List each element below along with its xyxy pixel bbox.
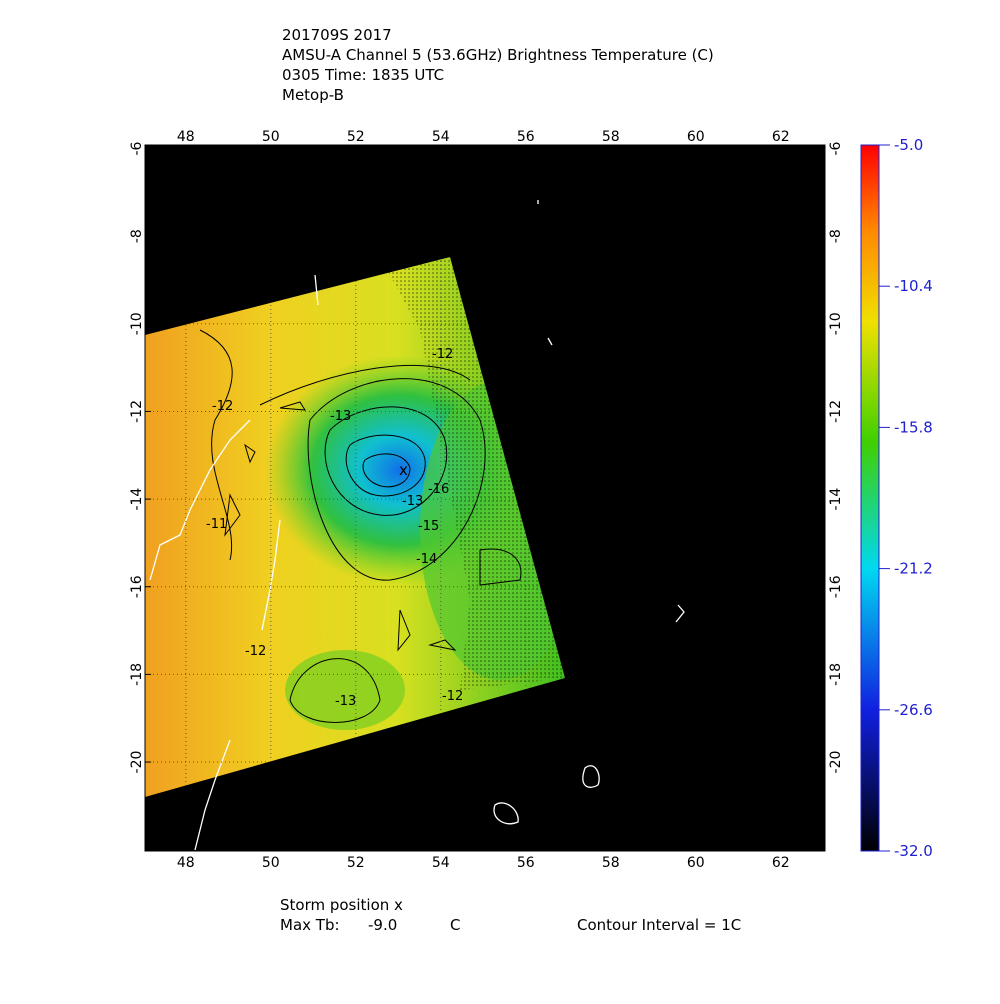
lon-tick-label: 58 <box>602 855 620 871</box>
lon-tick-label: 48 <box>177 855 195 871</box>
lat-tick-label: -14 <box>828 488 844 511</box>
lon-tick-label: 62 <box>772 129 790 145</box>
title-line: AMSU-A Channel 5 (53.6GHz) Brightness Te… <box>282 46 714 64</box>
lon-tick-label: 56 <box>517 129 535 145</box>
lon-tick-label: 60 <box>687 855 705 871</box>
lat-tick-label: -12 <box>828 400 844 423</box>
contour-label: -16 <box>428 482 449 497</box>
contour-label: -13 <box>402 494 423 509</box>
contour-label: -12 <box>245 644 266 659</box>
swath <box>145 200 685 851</box>
lat-tick-label: -8 <box>828 229 844 243</box>
lat-tick-label: -6 <box>828 141 844 155</box>
field-patch <box>285 650 405 730</box>
lat-tick-label: -20 <box>129 751 145 774</box>
contour-label: -13 <box>335 694 356 709</box>
contours <box>199 329 522 723</box>
colorbar-label: -5.0 <box>894 136 923 154</box>
max-tb-unit: C <box>450 916 460 934</box>
lon-tick-label: 50 <box>262 855 280 871</box>
contour-label: -12 <box>442 689 463 704</box>
lat-tick-label: -14 <box>129 488 145 511</box>
contour-label: -12 <box>212 399 233 414</box>
contour-label: -14 <box>416 552 437 567</box>
lon-tick-label: 52 <box>347 855 365 871</box>
contour-label: -15 <box>418 519 439 534</box>
title-line: Metop-B <box>282 86 344 104</box>
map-frame <box>144 144 826 852</box>
colorbar-label: -26.6 <box>894 701 933 719</box>
lat-tick-label: -16 <box>129 575 145 598</box>
storm-marker: x <box>399 461 408 479</box>
max-tb-label: Max Tb: <box>280 916 340 934</box>
lon-tick-label: 56 <box>517 855 535 871</box>
lat-tick-label: -16 <box>828 575 844 598</box>
lon-tick-label: 52 <box>347 129 365 145</box>
lon-tick-label: 54 <box>432 855 450 871</box>
colorbar-label: -32.0 <box>894 842 933 860</box>
footer: Storm position x Max Tb: -9.0 C Contour … <box>280 896 741 934</box>
lon-tick-label: 60 <box>687 129 705 145</box>
coastline <box>149 200 685 851</box>
lon-tick-label: 58 <box>602 129 620 145</box>
contour-label: -13 <box>330 409 351 424</box>
contour-interval: Contour Interval = 1C <box>577 916 741 934</box>
lon-tick-label: 62 <box>772 855 790 871</box>
lat-tick-label: -18 <box>129 663 145 686</box>
dotted-area <box>380 257 565 690</box>
contour-labels: -12 -13 -12 -11 -12 -13 -12 -14 -15 -16 … <box>206 347 463 709</box>
header: 201709S 2017 AMSU-A Channel 5 (53.6GHz) … <box>282 26 714 104</box>
contour-label: -12 <box>432 347 453 362</box>
colorbar-label: -15.8 <box>894 418 933 436</box>
lat-tick-label: -10 <box>129 312 145 335</box>
colorbar-label: -21.2 <box>894 560 933 578</box>
colorbar <box>860 144 880 852</box>
max-tb-value: -9.0 <box>368 916 397 934</box>
contour-label: -11 <box>206 517 227 532</box>
lat-tick-label: -6 <box>129 141 145 155</box>
lat-tick-label: -18 <box>828 663 844 686</box>
title-line: 201709S 2017 <box>282 26 392 44</box>
lat-tick-label: -10 <box>828 312 844 335</box>
storm-position: Storm position x <box>280 896 403 914</box>
lat-tick-label: -12 <box>129 400 145 423</box>
lat-tick-label: -20 <box>828 751 844 774</box>
lon-tick-label: 54 <box>432 129 450 145</box>
colorbar-label: -10.4 <box>894 277 933 295</box>
title-line: 0305 Time: 1835 UTC <box>282 66 444 84</box>
lon-tick-label: 48 <box>177 129 195 145</box>
lon-tick-label: 50 <box>262 129 280 145</box>
lat-tick-label: -8 <box>129 229 145 243</box>
